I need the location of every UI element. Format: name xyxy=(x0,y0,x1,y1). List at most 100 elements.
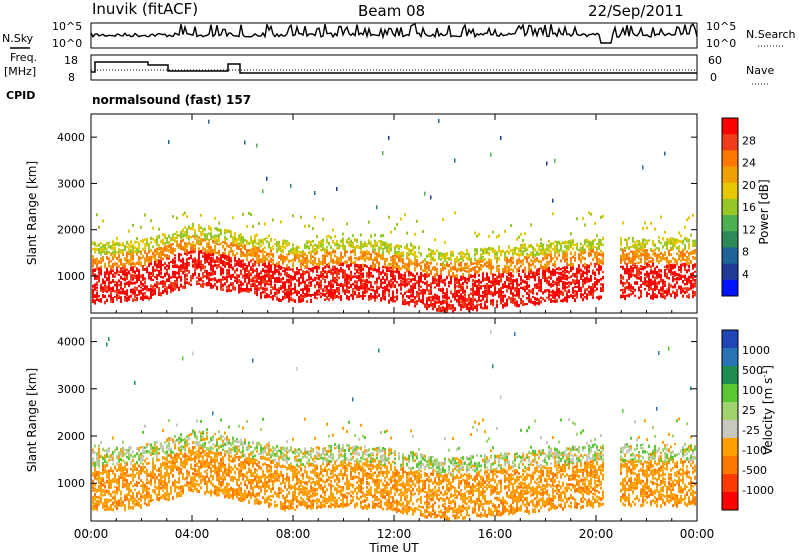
data-cell xyxy=(370,243,372,248)
data-cell xyxy=(298,291,300,295)
nsearch-label: N.Search xyxy=(746,28,796,41)
data-cell xyxy=(414,296,416,300)
data-cell xyxy=(480,267,482,271)
data-cell xyxy=(114,246,116,251)
data-cell xyxy=(230,231,232,235)
data-cell xyxy=(510,280,512,284)
data-cell xyxy=(306,293,308,297)
data-cell xyxy=(436,284,438,287)
data-cell xyxy=(112,265,114,269)
data-cell xyxy=(276,277,278,281)
data-cell xyxy=(158,234,160,239)
data-cell xyxy=(282,248,284,253)
data-cell xyxy=(362,257,364,260)
data-cell xyxy=(282,260,284,265)
data-cell xyxy=(400,285,402,288)
data-cell xyxy=(510,285,512,289)
data-cell xyxy=(188,262,190,267)
data-cell xyxy=(422,281,424,284)
data-cell xyxy=(246,272,248,277)
data-cell xyxy=(228,289,230,292)
data-cell xyxy=(106,285,108,290)
data-cell xyxy=(566,250,568,253)
data-cell xyxy=(122,277,124,281)
data-cell xyxy=(428,284,430,287)
data-cell xyxy=(162,276,164,279)
data-cell xyxy=(418,251,420,254)
data-cell xyxy=(380,278,382,283)
data-cell xyxy=(326,270,328,275)
data-cell xyxy=(404,274,406,278)
data-cell xyxy=(526,282,528,286)
data-cell xyxy=(344,275,346,280)
data-cell xyxy=(136,237,138,240)
data-cell xyxy=(524,266,526,270)
data-cell xyxy=(536,268,538,272)
data-cell xyxy=(376,252,378,255)
data-cell xyxy=(338,243,340,248)
data-cell xyxy=(268,255,270,258)
data-cell xyxy=(214,247,216,251)
data-cell xyxy=(334,249,336,254)
data-cell xyxy=(392,261,394,264)
data-cell xyxy=(518,273,520,277)
data-cell xyxy=(208,274,210,279)
data-cell xyxy=(500,286,502,289)
data-cell xyxy=(192,225,194,229)
data-cell xyxy=(282,290,284,293)
data-cell xyxy=(278,247,280,252)
data-cell xyxy=(208,280,210,284)
data-cell xyxy=(292,276,294,280)
data-cell xyxy=(172,243,174,246)
data-cell xyxy=(420,271,422,276)
data-cell xyxy=(130,290,132,294)
data-cell xyxy=(534,279,536,282)
data-cell xyxy=(236,238,238,242)
data-cell xyxy=(566,270,568,273)
data-cell xyxy=(316,277,318,280)
data-cell xyxy=(434,273,436,276)
data-cell xyxy=(484,294,486,298)
data-cell xyxy=(170,238,172,242)
data-cell xyxy=(166,264,168,268)
data-cell xyxy=(278,298,280,302)
data-cell xyxy=(496,280,498,283)
data-cell xyxy=(546,253,548,257)
data-cell xyxy=(468,269,470,273)
data-cell xyxy=(370,273,372,276)
data-cell xyxy=(542,251,544,256)
data-cell xyxy=(568,245,570,248)
data-cell xyxy=(370,241,372,245)
data-cell xyxy=(490,152,492,157)
data-cell xyxy=(184,284,186,288)
data-cell xyxy=(160,280,162,285)
data-cell xyxy=(398,247,400,250)
data-cell xyxy=(270,266,272,269)
data-cell xyxy=(144,262,146,267)
data-cell xyxy=(560,271,562,276)
data-cell xyxy=(378,269,380,273)
data-cell xyxy=(504,294,506,298)
data-cell xyxy=(346,265,348,268)
data-cell xyxy=(94,247,96,250)
data-cell xyxy=(342,283,344,286)
data-cell xyxy=(460,288,462,292)
data-cell xyxy=(316,265,318,269)
data-cell xyxy=(534,296,536,301)
data-cell xyxy=(474,281,476,285)
data-cell xyxy=(500,253,502,257)
data-cell xyxy=(172,275,174,279)
data-cell xyxy=(520,281,522,285)
data-cell xyxy=(228,258,230,262)
data-cell xyxy=(168,234,170,239)
data-cell xyxy=(570,241,572,245)
data-cell xyxy=(318,293,320,296)
data-cell xyxy=(492,283,494,287)
data-cell xyxy=(98,267,100,271)
data-cell xyxy=(448,257,450,261)
data-cell xyxy=(408,274,410,277)
data-cell xyxy=(426,261,428,265)
data-cell xyxy=(306,265,308,268)
data-cell xyxy=(430,271,432,276)
data-cell xyxy=(212,258,214,261)
